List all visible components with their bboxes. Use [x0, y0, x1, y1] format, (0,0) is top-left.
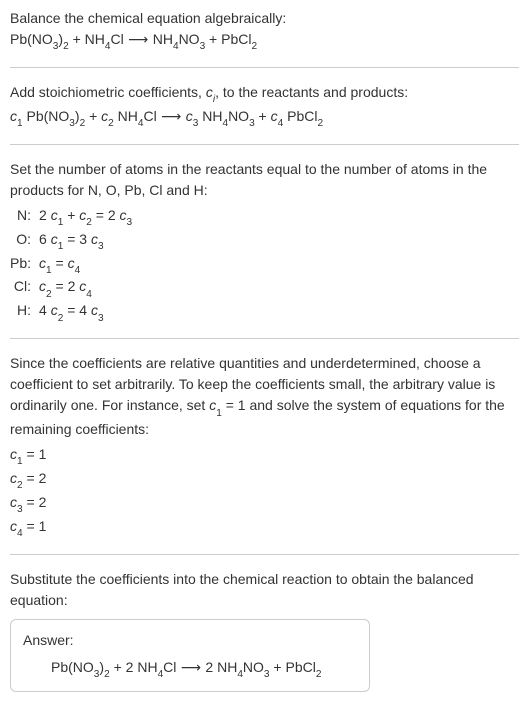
element-label: H: — [10, 300, 39, 324]
balance-text: Set the number of atoms in the reactants… — [10, 159, 519, 201]
answer-box: Answer: Pb(NO3)2 + 2 NH4Cl ⟶ 2 NH4NO3 + … — [10, 619, 370, 692]
section-substitute: Substitute the coefficients into the che… — [10, 569, 519, 692]
balance-equation: c1 = c4 — [39, 253, 132, 277]
coefficient-value: c3 = 2 — [10, 492, 519, 516]
balance-equation: 2 c1 + c2 = 2 c3 — [39, 205, 132, 229]
divider — [10, 338, 519, 339]
balance-equations-table: N: 2 c1 + c2 = 2 c3 O: 6 c1 = 3 c3 Pb: c… — [10, 205, 132, 325]
element-label: N: — [10, 205, 39, 229]
coefficient-list: c1 = 1 c2 = 2 c3 = 2 c4 = 1 — [10, 444, 519, 540]
reactant-2: NH4Cl — [85, 31, 124, 47]
product-2: PbCl2 — [221, 31, 257, 47]
stoich-text: Add stoichiometric coefficients, ci, to … — [10, 82, 519, 106]
element-label: Pb: — [10, 253, 39, 277]
equation-with-coefficients: c1 Pb(NO3)2 + c2 NH4Cl ⟶ c3 NH4NO3 + c4 … — [10, 106, 519, 130]
balance-equation: 4 c2 = 4 c3 — [39, 300, 132, 324]
element-label: Cl: — [10, 276, 39, 300]
section-solve: Since the coefficients are relative quan… — [10, 353, 519, 540]
equation-unbalanced: Pb(NO3)2 + NH4Cl ⟶ NH4NO3 + PbCl2 — [10, 29, 519, 53]
coefficient-value: c4 = 1 — [10, 516, 519, 540]
balance-row: N: 2 c1 + c2 = 2 c3 — [10, 205, 132, 229]
balance-row: O: 6 c1 = 3 c3 — [10, 229, 132, 253]
divider — [10, 144, 519, 145]
coefficient-value: c2 = 2 — [10, 468, 519, 492]
balance-row: Pb: c1 = c4 — [10, 253, 132, 277]
reaction-arrow: ⟶ — [124, 32, 153, 48]
balance-row: Cl: c2 = 2 c4 — [10, 276, 132, 300]
balanced-equation: Pb(NO3)2 + 2 NH4Cl ⟶ 2 NH4NO3 + PbCl2 — [23, 657, 357, 681]
section-atom-balance: Set the number of atoms in the reactants… — [10, 159, 519, 325]
divider — [10, 67, 519, 68]
section-stoichiometric: Add stoichiometric coefficients, ci, to … — [10, 82, 519, 130]
balance-row: H: 4 c2 = 4 c3 — [10, 300, 132, 324]
balance-equation: c2 = 2 c4 — [39, 276, 132, 300]
balance-equation: 6 c1 = 3 c3 — [39, 229, 132, 253]
answer-label: Answer: — [23, 630, 357, 651]
element-label: O: — [10, 229, 39, 253]
reactant-1: Pb(NO3)2 — [10, 31, 69, 47]
divider — [10, 554, 519, 555]
product-1: NH4NO3 — [153, 31, 205, 47]
solve-text: Since the coefficients are relative quan… — [10, 353, 519, 440]
substitute-text: Substitute the coefficients into the che… — [10, 569, 519, 611]
intro-text: Balance the chemical equation algebraica… — [10, 8, 519, 29]
coefficient-value: c1 = 1 — [10, 444, 519, 468]
section-intro: Balance the chemical equation algebraica… — [10, 8, 519, 53]
